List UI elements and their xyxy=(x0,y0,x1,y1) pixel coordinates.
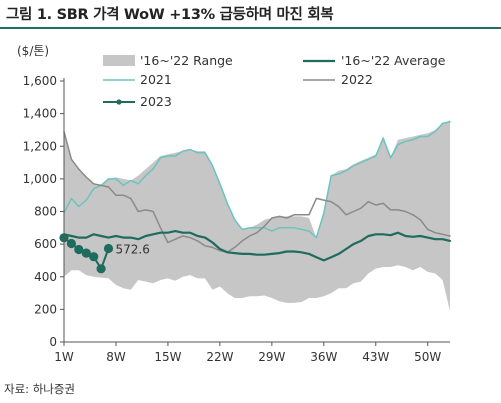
data-point-2023 xyxy=(74,244,84,255)
axes: 0 200 400 600 800 1,000 1,200 1,400 1,600 1W 8W 15W… xyxy=(23,74,450,364)
legend-swatch-range xyxy=(103,55,135,66)
plot-area: 572.6 xyxy=(59,120,452,311)
data-point-2023 xyxy=(103,243,114,254)
range-band xyxy=(64,120,450,311)
x-tick-label: 22W xyxy=(206,350,233,364)
figure-title: 그림 1. SBR 가격 WoW +13% 급등하며 마진 회복 xyxy=(6,7,334,23)
legend-label-2023: 2023 xyxy=(140,94,172,109)
y-tick-label: 1,600 xyxy=(23,74,57,88)
y-tick-label: 600 xyxy=(34,237,57,251)
y-tick-label: 800 xyxy=(34,205,57,219)
x-tick-label: 43W xyxy=(362,350,389,364)
y-tick-label: 1,000 xyxy=(23,172,57,186)
annotation-last-value: 572.6 xyxy=(116,243,150,257)
legend-label-average: '16~'22 Average xyxy=(341,53,446,68)
series-line-2022 xyxy=(63,130,451,254)
data-point-2023 xyxy=(89,252,99,262)
legend: '16~'22 Range '16~'22 Average 2021 2022 … xyxy=(103,53,446,109)
legend-label-2021: 2021 xyxy=(140,72,172,87)
y-axis-unit-label: ($/톤) xyxy=(17,44,49,58)
x-tick-label: 15W xyxy=(154,350,181,364)
legend-marker-2023 xyxy=(116,99,122,105)
title-rule xyxy=(0,27,501,29)
x-tick-label: 50W xyxy=(414,350,441,364)
data-point-2023 xyxy=(81,248,91,258)
legend-label-range: '16~'22 Range xyxy=(140,53,233,68)
y-tick-label: 0 xyxy=(49,335,57,349)
y-tick-label: 200 xyxy=(34,302,57,316)
y-tick-label: 1,400 xyxy=(23,107,57,121)
series-line-16-22-average xyxy=(62,230,452,262)
legend-label-2022: 2022 xyxy=(341,72,373,87)
y-tick-label: 1,200 xyxy=(23,139,57,153)
data-point-2023 xyxy=(96,264,106,274)
x-tick-label: 36W xyxy=(310,350,337,364)
y-tick-label: 400 xyxy=(34,270,57,284)
x-tick-label: 29W xyxy=(258,350,285,364)
source-note: 자료: 하나증권 xyxy=(4,382,76,396)
series-line-2021 xyxy=(63,121,451,239)
x-tick-label: 8W xyxy=(106,350,126,364)
x-tick-label: 1W xyxy=(54,350,74,364)
data-point-2023 xyxy=(66,238,76,249)
